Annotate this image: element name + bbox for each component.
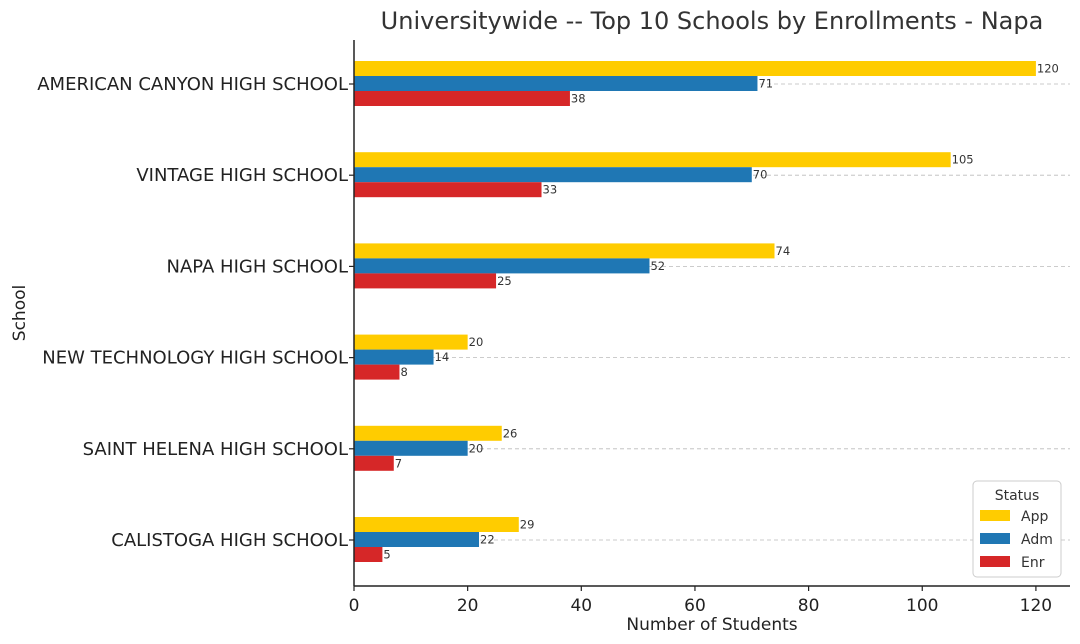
data-label: 22: [480, 533, 495, 547]
data-label: 105: [952, 153, 974, 167]
data-label: 14: [435, 350, 450, 364]
bar-app: [354, 243, 775, 259]
data-label: 20: [469, 335, 484, 349]
x-tick-label: 40: [570, 596, 592, 616]
bar-app: [354, 334, 468, 350]
bar-adm: [354, 440, 468, 456]
legend-swatch-adm: [980, 533, 1010, 544]
bar-enr: [354, 455, 394, 471]
data-label: 33: [543, 183, 558, 197]
data-label: 7: [395, 456, 402, 470]
category-label: AMERICAN CANYON HIGH SCHOOL: [37, 74, 348, 95]
data-label: 26: [503, 426, 518, 440]
category-label: VINTAGE HIGH SCHOOL: [136, 165, 348, 186]
legend: Status App Adm Enr: [972, 480, 1062, 578]
x-tick-label: 80: [798, 596, 820, 616]
legend-swatch-app: [980, 510, 1010, 521]
axes: [353, 40, 1070, 587]
y-axis-label: School: [10, 285, 30, 341]
legend-label: Enr: [1021, 555, 1045, 571]
data-labels: 120 71 38 105 70 33 74 52 25 20 14 8 26 20 7 29 22 5: [383, 62, 1058, 562]
legend-label: Adm: [1021, 532, 1053, 548]
bars: [354, 61, 1036, 562]
data-label: 29: [520, 518, 535, 532]
legend-title: Status: [995, 488, 1040, 504]
data-label: 70: [753, 168, 768, 182]
category-label: NAPA HIGH SCHOOL: [167, 256, 348, 277]
category-label: NEW TECHNOLOGY HIGH SCHOOL: [42, 348, 348, 369]
x-tick-label: 100: [906, 596, 938, 616]
bar-adm: [354, 349, 434, 365]
legend-items: App Adm Enr: [980, 509, 1053, 571]
bar-enr: [354, 547, 383, 562]
data-label: 71: [758, 77, 773, 91]
x-tick-label: 0: [349, 596, 360, 616]
data-label: 20: [469, 441, 484, 455]
category-label: CALISTOGA HIGH SCHOOL: [111, 530, 348, 551]
category-labels: AMERICAN CANYON HIGH SCHOOL VINTAGE HIGH …: [37, 74, 354, 551]
data-label: 38: [571, 92, 586, 106]
data-label: 5: [383, 548, 390, 562]
bar-enr: [354, 273, 497, 289]
bar-app: [354, 152, 951, 168]
x-axis-label: Number of Students: [626, 615, 797, 635]
legend-box: [972, 480, 1062, 578]
bar-adm: [354, 167, 752, 183]
bar-enr: [354, 91, 570, 106]
data-label: 8: [400, 365, 407, 379]
data-label: 120: [1037, 62, 1059, 76]
bar-adm: [354, 258, 650, 274]
legend-swatch-enr: [980, 556, 1010, 567]
bar-adm: [354, 532, 480, 547]
x-tick-label: 20: [457, 596, 479, 616]
bar-enr: [354, 364, 400, 380]
x-ticks: 0 20 40 60 80 100 120: [349, 586, 1052, 616]
x-tick-label: 120: [1020, 596, 1052, 616]
data-label: 52: [650, 259, 665, 273]
x-tick-label: 60: [684, 596, 706, 616]
data-label: 25: [497, 274, 512, 288]
category-label: SAINT HELENA HIGH SCHOOL: [83, 439, 348, 460]
legend-label: App: [1021, 509, 1048, 525]
data-label: 74: [776, 244, 791, 258]
bar-app: [354, 61, 1036, 76]
chart-title: Universitywide -- Top 10 Schools by Enro…: [381, 7, 1044, 35]
bar-app: [354, 517, 519, 532]
bar-adm: [354, 76, 758, 91]
bar-enr: [354, 182, 542, 198]
bar-app: [354, 425, 502, 441]
